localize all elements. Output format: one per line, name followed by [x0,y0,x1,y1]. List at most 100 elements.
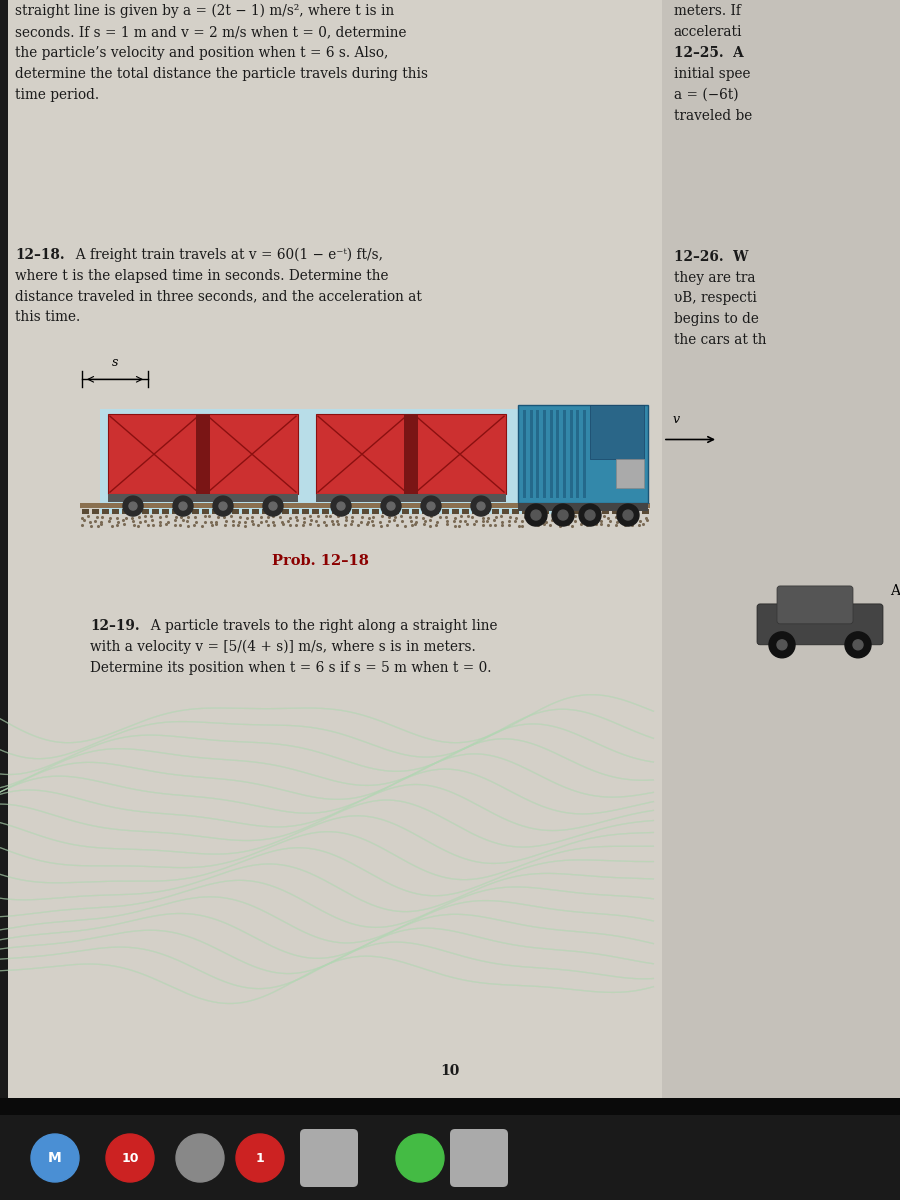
Text: determine the total distance the particle travels during this: determine the total distance the particl… [15,67,428,80]
Bar [0,0,8,1098]
Point [160,512,175,532]
Bar [563,410,566,498]
Bar [232,509,239,514]
Point [103,511,117,530]
Point [269,515,284,534]
Bar [202,509,209,514]
Point [588,506,602,526]
Point [376,515,391,534]
Bar [632,509,639,514]
Bar [570,410,572,498]
Point [538,511,553,530]
Bar [404,414,418,494]
Point [210,511,224,530]
Point [117,511,131,530]
Point [76,516,90,535]
Point [375,511,390,530]
Point [554,508,568,527]
Text: meters. If: meters. If [673,4,741,18]
Point [360,511,374,530]
Bar [392,509,399,514]
Text: 10: 10 [440,1064,460,1078]
Point [273,508,287,527]
Point [240,512,255,532]
Bar [262,509,269,514]
Point [425,515,439,534]
Bar [192,509,199,514]
Bar [242,509,249,514]
Point [169,515,184,534]
Point [410,511,424,530]
Point [425,509,439,528]
Point [431,511,446,530]
Bar [532,509,539,514]
Point [461,508,475,527]
Point [525,508,539,527]
Point [338,515,352,534]
Point [438,511,453,530]
Point [290,512,304,532]
Text: with a velocity v = [5/(4 + s)] m/s, where s is in meters.: with a velocity v = [5/(4 + s)] m/s, whe… [90,640,476,654]
Point [261,506,275,526]
Text: Prob. 12–18: Prob. 12–18 [272,554,368,568]
Point [429,515,444,534]
Point [302,509,316,528]
Bar [152,509,159,514]
Point [274,516,288,535]
Circle shape [623,510,633,520]
Circle shape [617,504,639,526]
Point [452,508,466,527]
Point [486,511,500,530]
Text: begins to de: begins to de [673,312,759,326]
Bar [100,409,600,514]
Point [389,511,403,530]
Point [296,509,310,528]
Point [530,511,544,530]
Point [609,508,624,527]
Bar [196,414,210,494]
Circle shape [777,640,787,650]
Point [369,506,383,526]
Point [209,508,223,527]
Bar [402,509,409,514]
Point [396,508,410,527]
Point [145,508,159,527]
Bar [512,509,519,514]
Point [481,515,495,534]
Point [552,515,566,534]
Circle shape [106,1134,154,1182]
Bar [292,509,299,514]
Bar [518,503,648,511]
Point [537,508,552,527]
Bar [382,509,389,514]
Point [283,515,297,534]
Point [261,516,275,535]
Point [504,511,518,530]
Point [80,516,94,535]
Bar [182,509,189,514]
Point [323,508,338,527]
Point [497,512,511,532]
Point [387,515,401,534]
Point [636,516,651,535]
Text: A: A [890,584,900,598]
Point [183,511,197,530]
Point [194,508,209,527]
Point [511,511,526,530]
Bar [142,509,149,514]
Point [358,516,373,535]
Point [94,511,109,530]
Point [453,512,467,532]
Text: traveled be: traveled be [673,109,752,122]
Point [475,511,490,530]
Point [403,508,418,527]
Text: this time.: this time. [15,311,80,324]
Point [516,516,530,535]
Bar [583,410,586,498]
Point [246,515,260,534]
Point [197,515,211,534]
Point [337,511,351,530]
Point [103,508,117,527]
Point [408,508,422,527]
Point [132,511,147,530]
